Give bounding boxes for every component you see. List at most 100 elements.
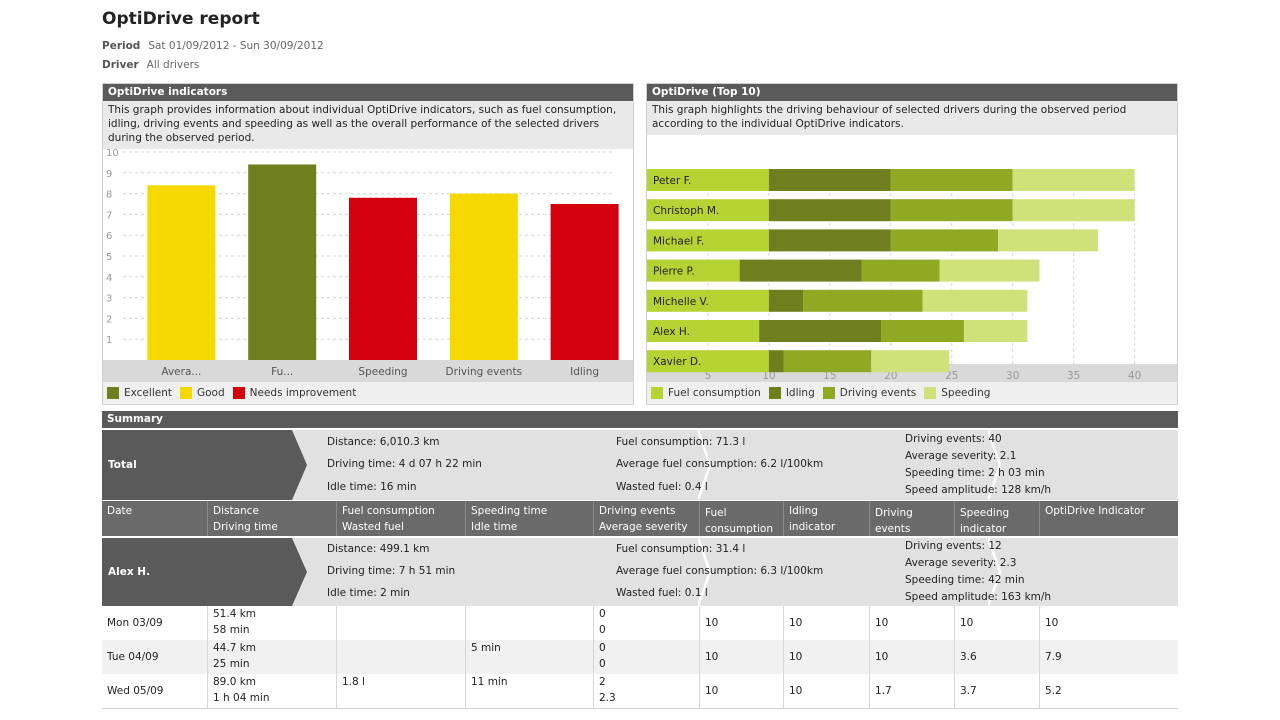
total-average-fuel: Average fuel consumption: 6.2 l/100km <box>616 458 824 470</box>
cell-speeding: 5 min <box>465 640 593 674</box>
cell-speeding-text: 11 min <box>471 676 508 688</box>
col-header-date: Date <box>102 501 207 536</box>
bar <box>449 193 518 360</box>
x-axis-band <box>103 360 633 384</box>
bar-segment-driving-events <box>803 289 923 312</box>
driver-idle-time: Idle time: 2 min <box>327 587 410 599</box>
col-header-optidrive: OptiDrive Indicator <box>1039 501 1178 536</box>
period-label: Period <box>102 40 141 52</box>
col-header-optidrive-l1: OptiDrive Indicator <box>1045 505 1145 517</box>
cell-date-text: Wed 05/09 <box>107 685 164 697</box>
driver-wasted-fuel: Wasted fuel: 0.1 l <box>616 587 708 599</box>
period-value: Sat 01/09/2012 - Sun 30/09/2012 <box>148 40 324 52</box>
legend-fuel-consumption-label: Fuel consumption <box>668 387 761 399</box>
total-speeding-time: Speeding time: 2 h 03 min <box>905 467 1045 479</box>
bar-segment-fuel-consumption <box>647 350 769 373</box>
bar-segment-speeding <box>1012 199 1135 222</box>
driver-driving-time: Driving time: 7 h 51 min <box>327 565 456 577</box>
driver-driving-events: Driving events: 12 <box>905 540 1002 552</box>
legend-needs-improvement: Needs improvement <box>232 387 356 399</box>
cell-idling-indicator-text: 10 <box>789 617 803 629</box>
bar-segment-speeding <box>871 350 950 373</box>
table-row: Wed 05/09 89.0 km 1 h 04 min 1.8 l 11 min… <box>102 674 1178 708</box>
driver-label: Driver <box>102 59 139 71</box>
col-header-distance-l1: Distance <box>213 505 259 517</box>
legend-excellent-label: Excellent <box>124 387 172 399</box>
indicators-bar-chart: 1 2 3 4 5 6 7 8 9 10 Avera... Fu... Speeding Driving … <box>103 148 633 384</box>
summary-table-header: Date Distance Driving time Fuel consumpti… <box>102 501 1178 551</box>
legend-good: Good <box>179 387 225 399</box>
x-tick-label: 25 <box>945 370 958 382</box>
bar-segment-driving-events <box>783 350 872 373</box>
y-tick-label: 5 <box>106 252 112 263</box>
cell-fuel-indicator: 10 <box>699 674 783 708</box>
col-header-idling-indicator: Idling indicator <box>783 501 869 536</box>
cell-speeding-indicator: 10 <box>954 606 1039 640</box>
indicators-panel-title: OptiDrive indicators <box>103 84 633 101</box>
x-tick-label: 10 <box>762 370 775 382</box>
total-fuel-consumption: Fuel consumption: 71.3 l <box>616 436 746 448</box>
bar-segment-idling <box>759 320 882 342</box>
total-separator-2 <box>988 430 1002 500</box>
cell-events-indicator-text: 10 <box>875 617 889 629</box>
x-tick-label: Speeding <box>358 366 407 378</box>
cell-events-indicator: 10 <box>869 640 954 674</box>
bar-segment-fuel-consumption <box>647 199 769 222</box>
bar-segment-speeding <box>998 229 1099 252</box>
top10-legend: Fuel consumption Idling Driving events S… <box>647 382 1177 404</box>
cell-severity-text: 0 <box>599 624 606 636</box>
total-wasted-fuel: Wasted fuel: 0.4 l <box>616 481 708 493</box>
total-speed-amplitude: Speed amplitude: 128 km/h <box>905 484 1052 496</box>
driver-average-severity: Average severity: 2.3 <box>905 557 1017 569</box>
bar-segment-fuel-consumption <box>647 320 760 342</box>
driver-name: Alex H. <box>102 538 307 606</box>
cell-events-indicator-text: 1.7 <box>875 685 892 697</box>
bar <box>349 197 417 360</box>
legend-good-swatch <box>179 387 192 399</box>
x-tick-label: Fu... <box>271 366 293 378</box>
col-header-speeding-indicator-l2: indicator <box>960 523 1007 535</box>
bar <box>147 185 216 360</box>
cell-optidrive-text: 7.9 <box>1045 651 1062 663</box>
total-driving-time: Driving time: 4 d 07 h 22 min <box>327 458 482 470</box>
cell-severity-text: 0 <box>599 658 606 670</box>
col-header-events-indicator-l1: Driving events <box>875 507 913 535</box>
total-driving-events: Driving events: 40 <box>905 433 1002 445</box>
y-tick-label: 2 <box>106 314 112 325</box>
driver-band: Alex H. Distance: 499.1 km Driving time:… <box>102 538 1178 606</box>
driver-line: Driver All drivers <box>102 59 199 71</box>
col-header-events-l2: Average severity <box>599 521 688 533</box>
cell-events-indicator: 1.7 <box>869 674 954 708</box>
legend-speeding-label: Speeding <box>941 387 991 399</box>
y-category-label: Michelle V. <box>653 296 709 308</box>
cell-events-text: 2 <box>599 676 606 688</box>
col-header-speeding-indicator: Speeding indicator <box>954 501 1039 536</box>
cell-speeding-indicator-text: 3.6 <box>960 651 977 663</box>
col-header-events-indicator: Driving eventsindicator <box>869 501 954 551</box>
legend-idling-swatch <box>768 387 781 399</box>
cell-fuel: 1.8 l <box>336 674 465 708</box>
y-tick-label: 4 <box>106 273 112 284</box>
cell-fuel-text: 1.8 l <box>342 676 365 688</box>
cell-idling-indicator-text: 10 <box>789 651 803 663</box>
bar-segment-speeding <box>922 289 1028 312</box>
cell-distance: 89.0 km 1 h 04 min <box>207 674 336 708</box>
top10-panel-description: This graph highlights the driving behavi… <box>647 101 1177 135</box>
driver-value: All drivers <box>146 59 200 71</box>
y-category-label: Christoph M. <box>653 205 719 217</box>
col-header-idling-indicator-l1: Idling indicator <box>789 505 836 533</box>
bar-segment-idling <box>768 350 784 373</box>
cell-fuel-indicator: 10 <box>699 606 783 640</box>
y-tick-label: 6 <box>106 231 112 242</box>
legend-speeding: Speeding <box>924 387 990 399</box>
driver-separator-1 <box>698 538 712 606</box>
bar-segment-speeding <box>1012 169 1135 191</box>
cell-events-text: 0 <box>599 608 606 620</box>
cell-idling-indicator: 10 <box>783 606 869 640</box>
summary-title: Summary <box>102 411 1178 428</box>
cell-speeding-indicator-text: 3.7 <box>960 685 977 697</box>
y-tick-label: 1 <box>106 335 112 346</box>
cell-fuel-indicator: 10 <box>699 640 783 674</box>
